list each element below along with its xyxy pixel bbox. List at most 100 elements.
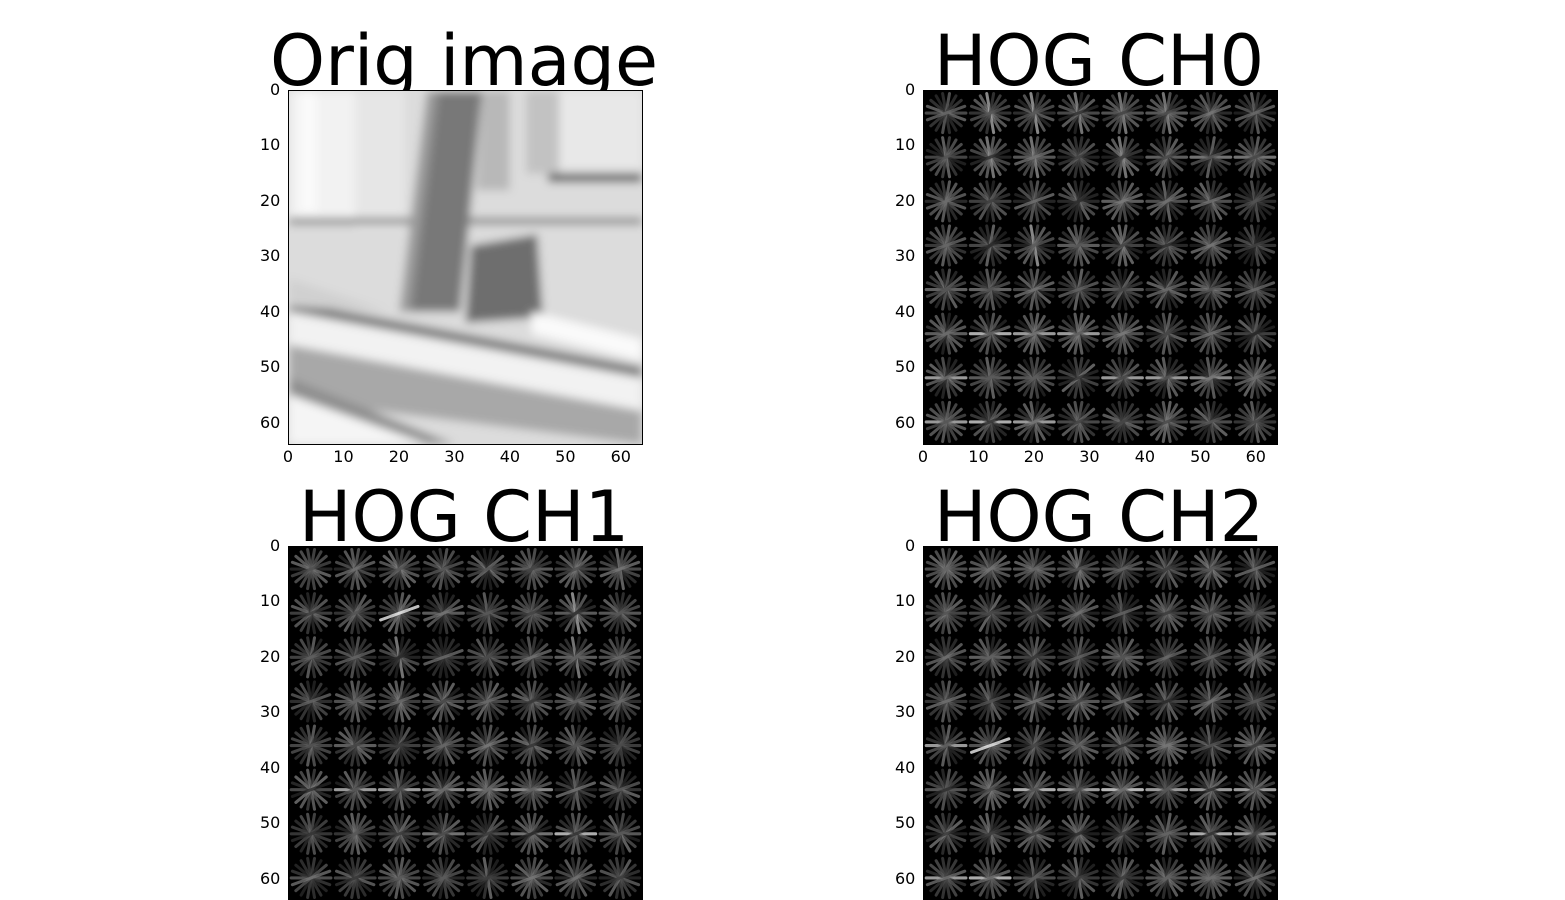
hog-stroke [1058, 148, 1099, 166]
hog-cell [1057, 268, 1100, 311]
hog-stroke [290, 869, 332, 887]
hog-cell [1101, 812, 1144, 855]
hog-cell [289, 812, 333, 855]
hog-cell [1189, 724, 1233, 767]
hog-stroke [1234, 413, 1276, 431]
hog-stroke [511, 604, 552, 622]
hog-stroke [1102, 369, 1143, 387]
hog-stroke [1058, 560, 1099, 578]
y-tick-label: 60 [895, 868, 916, 888]
hog-cell [598, 812, 642, 855]
hog-cell [968, 636, 1012, 679]
hog-cell [598, 768, 642, 811]
hog-cell [466, 856, 509, 899]
hog-stroke [1146, 325, 1187, 342]
hog-cell [1101, 224, 1144, 267]
hog-cell [1189, 91, 1233, 135]
road-marking [289, 394, 427, 444]
hog-cell [333, 547, 377, 591]
hog-stroke [970, 693, 1011, 710]
hog-cell [968, 180, 1012, 223]
hog-cell [1145, 812, 1189, 855]
hog-stroke [1234, 104, 1276, 122]
hog-stroke [1058, 737, 1099, 754]
hog-stroke [511, 825, 552, 843]
y-tick-label: 0 [905, 536, 916, 555]
hog-stroke [970, 413, 1011, 431]
hog-cell [510, 636, 554, 679]
hog-stroke [1014, 104, 1055, 122]
hog-cell [1145, 768, 1189, 811]
dark-opening [465, 234, 543, 323]
hog-stroke [555, 737, 596, 754]
hog-stroke [467, 693, 508, 710]
hog-stroke [379, 737, 420, 754]
panel-title: HOG CH1 [298, 476, 630, 558]
hog-cell [1012, 400, 1056, 444]
hog-stroke [379, 604, 420, 622]
hog-stroke [1058, 104, 1099, 122]
hog-cell [1057, 180, 1100, 223]
x-tick-label: 40 [1134, 447, 1156, 466]
hog-stroke [1146, 413, 1187, 431]
hog-stroke [467, 560, 508, 578]
hog-cell [1189, 680, 1233, 723]
hog-stroke [290, 604, 332, 622]
hog-cell [1189, 812, 1233, 855]
hog-cell [466, 812, 509, 855]
panel-title: HOG CH2 [933, 476, 1265, 558]
hog-stroke [925, 148, 967, 166]
hog-stroke [467, 737, 508, 754]
hog-stroke [1234, 369, 1276, 387]
hog-cell [968, 91, 1012, 135]
hog-cell [554, 680, 598, 723]
hog-cell [1101, 268, 1144, 311]
hog-cell [1233, 636, 1277, 679]
hog-stroke [335, 560, 376, 578]
hog-stroke [1014, 325, 1055, 342]
hog-stroke [1190, 148, 1231, 166]
hog-cell [968, 400, 1012, 444]
hog-cell [968, 856, 1012, 899]
hog-stroke [925, 193, 967, 210]
hog-cell [598, 636, 642, 679]
wall-line [548, 173, 642, 183]
y-tick-label: 20 [260, 190, 281, 210]
hog-stroke [1234, 693, 1276, 710]
hog-stroke [1014, 369, 1055, 387]
x-tick-label: 60 [610, 447, 631, 466]
hog-stroke [1058, 869, 1099, 887]
hog-cell [598, 592, 642, 635]
hog-cell [510, 680, 554, 723]
hog-cell [466, 680, 509, 723]
hog-stroke [925, 560, 967, 578]
curb-face [289, 344, 642, 444]
hog-cell [1012, 592, 1056, 635]
hog-stroke [335, 649, 376, 666]
hog-cell [554, 724, 598, 767]
hog-stroke [423, 869, 464, 887]
hog-stroke [1146, 869, 1187, 887]
hog-cell [1233, 592, 1277, 635]
hog-cell [1233, 856, 1277, 899]
hog-cell [1145, 136, 1189, 179]
hog-cell [1012, 636, 1056, 679]
hog-stroke [467, 604, 508, 622]
x-tick-label: 30 [1079, 447, 1100, 466]
hog-cell [466, 547, 509, 591]
hog-stroke [1014, 737, 1055, 754]
hog-stroke [1058, 604, 1099, 622]
y-tick-label: 40 [260, 301, 281, 321]
dark-post [410, 91, 483, 312]
hog-stroke [1058, 649, 1099, 666]
hog-stroke [1102, 104, 1143, 122]
hog-stroke [1102, 869, 1143, 887]
hog-stroke [1146, 604, 1187, 622]
hog-stroke [970, 193, 1011, 210]
hog-cell [1057, 91, 1100, 135]
hog-cell [510, 724, 554, 767]
hog-stroke [467, 649, 508, 666]
y-tick-label: 40 [895, 301, 916, 321]
hog-cell [1189, 180, 1233, 223]
hog-stroke [335, 825, 376, 843]
